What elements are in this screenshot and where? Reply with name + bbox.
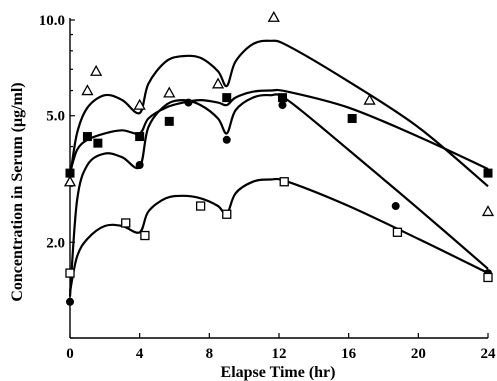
data-point-circle-filled	[222, 135, 231, 144]
series-curve-square-filled	[68, 88, 489, 174]
data-point-circle-filled	[135, 160, 144, 169]
data-point-square-open	[483, 272, 493, 283]
data-point-circle-filled	[391, 202, 400, 211]
y-tick-label: 5.0	[46, 109, 65, 125]
data-point-square-open	[195, 201, 206, 211]
data-point-square-filled	[164, 116, 174, 126]
data-point-square-open	[140, 230, 150, 241]
data-point-square-open	[279, 177, 289, 187]
x-tick-label: 12	[272, 346, 287, 362]
x-tick-label: 24	[481, 346, 497, 362]
data-point-circle-filled	[66, 297, 74, 306]
y-tick-label: 10.0	[39, 13, 65, 29]
data-point-triangle-open	[163, 86, 176, 98]
x-tick-label: 20	[411, 346, 426, 362]
data-point-square-filled	[222, 93, 232, 103]
x-axis-label: Elapse Time (hr)	[221, 364, 336, 381]
data-point-square-open	[65, 268, 75, 278]
data-point-square-open	[121, 218, 131, 228]
data-point-square-filled	[483, 168, 493, 178]
axes	[69, 18, 489, 339]
data-point-square-filled	[93, 138, 103, 148]
data-point-square-filled	[82, 132, 92, 142]
data-point-triangle-open	[63, 175, 77, 187]
y-tick-label: 2.0	[46, 235, 65, 251]
tick-labels: 0 4 8 12 16 20 24 2.0 5.0 10.0	[39, 13, 496, 362]
data-point-triangle-open	[267, 10, 280, 22]
markers	[63, 10, 495, 306]
data-point-triangle-open	[81, 84, 94, 96]
data-point-square-filled	[65, 168, 75, 178]
data-point-circle-filled	[184, 98, 193, 107]
data-point-triangle-open	[211, 77, 225, 89]
data-point-square-filled	[277, 93, 287, 103]
data-point-triangle-open	[90, 64, 103, 76]
data-point-square-filled	[347, 114, 357, 124]
x-tick-label: 4	[136, 346, 144, 362]
y-axis-label: Concentration in Serum (μg/ml)	[9, 82, 26, 301]
data-point-square-open	[222, 209, 232, 219]
series-curve-triangle-open	[68, 39, 489, 188]
x-tick-label: 0	[66, 346, 74, 362]
data-point-triangle-open	[481, 205, 495, 217]
series-curve-square-open	[68, 177, 489, 292]
data-point-square-open	[392, 227, 403, 237]
data-point-circle-filled	[278, 101, 287, 110]
data-point-triangle-open	[133, 98, 146, 110]
data-point-square-filled	[135, 132, 145, 142]
x-tick-label: 16	[341, 346, 357, 362]
data-point-triangle-open	[363, 93, 376, 105]
curves	[68, 39, 489, 297]
series-curve-circle-filled	[68, 93, 489, 297]
x-tick-label: 8	[206, 346, 214, 362]
